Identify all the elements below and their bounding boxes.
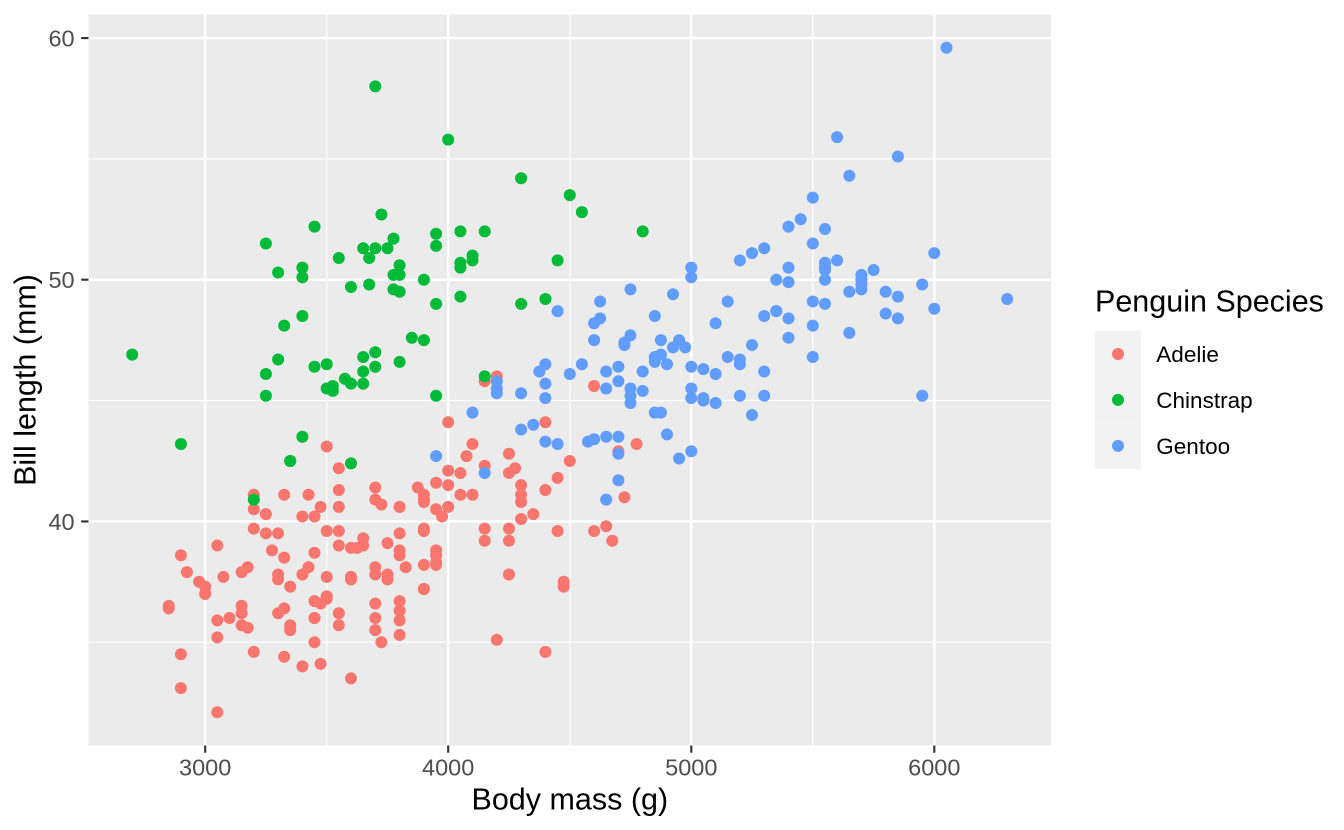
svg-text:6000: 6000 xyxy=(908,755,960,781)
svg-text:Chinstrap: Chinstrap xyxy=(1156,388,1252,413)
svg-text:50: 50 xyxy=(48,267,74,293)
svg-text:5000: 5000 xyxy=(665,755,717,781)
svg-text:Bill length (mm): Bill length (mm) xyxy=(9,274,43,486)
svg-text:Adelie: Adelie xyxy=(1156,342,1219,367)
svg-text:60: 60 xyxy=(48,26,74,52)
svg-text:40: 40 xyxy=(48,509,74,535)
svg-text:Body mass (g): Body mass (g) xyxy=(471,783,668,817)
svg-text:Gentoo: Gentoo xyxy=(1156,434,1230,459)
svg-text:Penguin Species: Penguin Species xyxy=(1095,285,1324,319)
svg-text:4000: 4000 xyxy=(422,755,474,781)
svg-text:3000: 3000 xyxy=(179,755,231,781)
